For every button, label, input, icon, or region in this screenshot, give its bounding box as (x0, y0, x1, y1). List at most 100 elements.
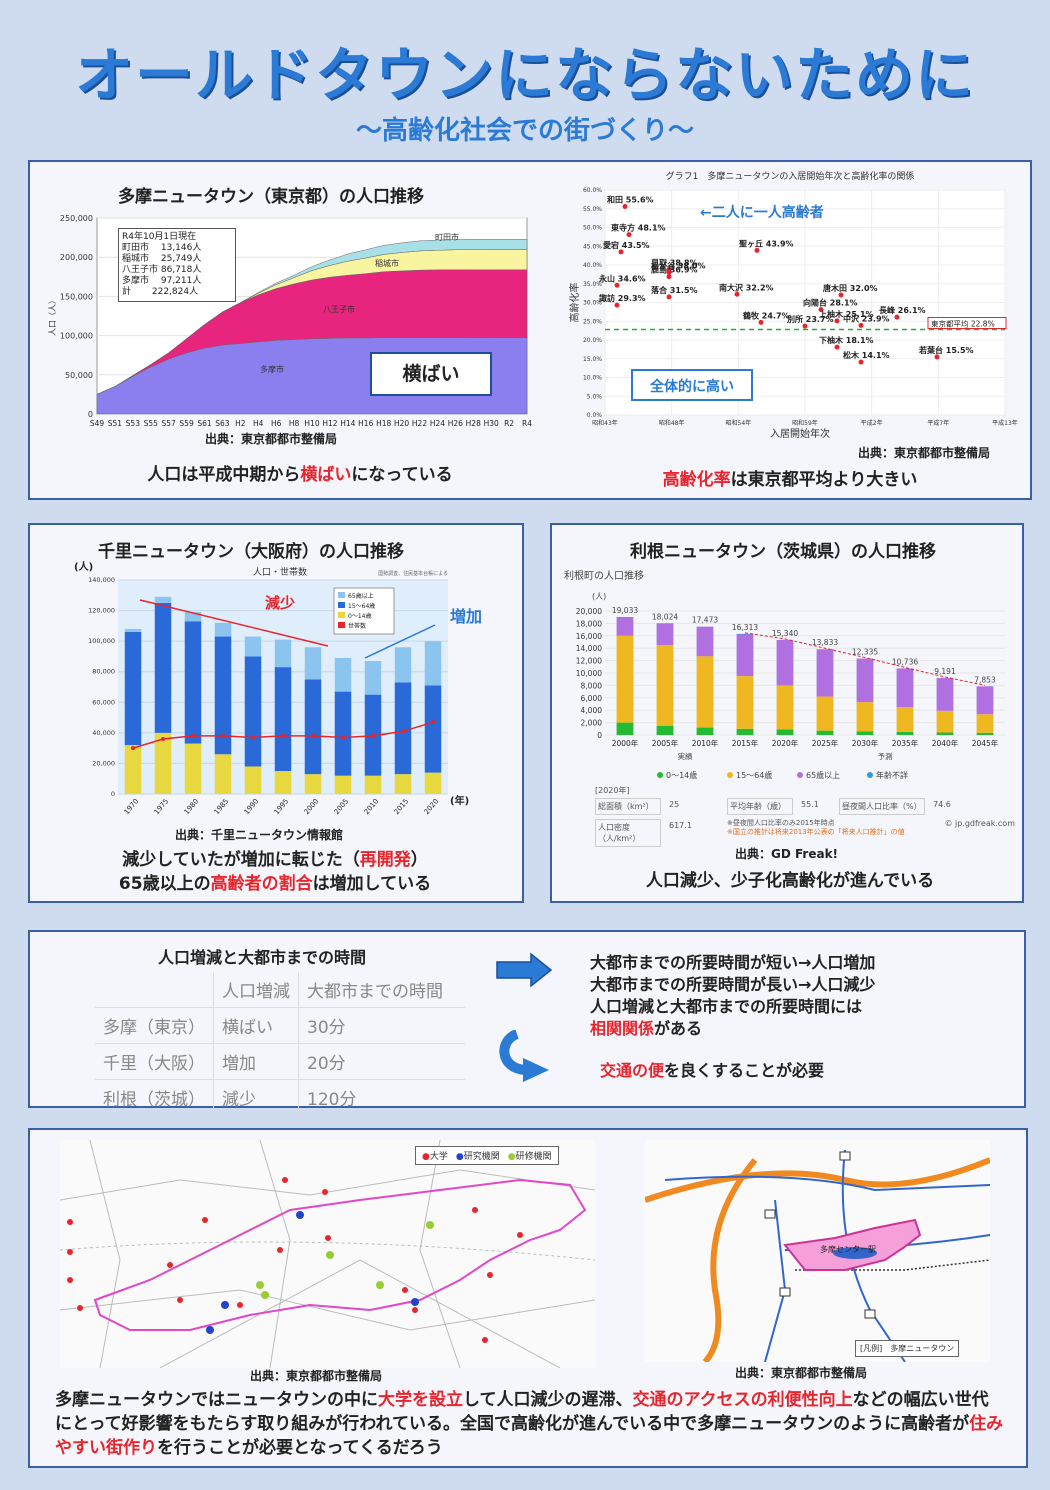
data-point (894, 314, 900, 320)
bar-segment (394, 774, 412, 794)
data-label: 唐木田 32.0% (823, 283, 878, 293)
conclusion-highlight: 住みやすい街作り (55, 1414, 1004, 1458)
legend-label: 65歳以上 (806, 770, 840, 780)
legend-label: 0～14歳 (348, 612, 371, 620)
transport-legend-label: [凡例] 多摩ニュータウン (860, 1344, 955, 1353)
senri-caption: 減少していたが増加に転じた（再開発） 65歳以上の高齢者の割合は増加している (40, 848, 510, 896)
data-point (802, 323, 808, 329)
data-label: 若葉台 15.5% (918, 345, 974, 355)
tone-info-label: 昼夜間人口比率（%） (839, 798, 925, 815)
bar-segment (304, 647, 322, 680)
senri-caption2-post: は増加している (312, 874, 432, 894)
x-tick-label: 2015 (393, 797, 411, 816)
x-tick-label: 2025年 (812, 738, 839, 748)
decrease-arrow (139, 599, 329, 647)
data-label: 永山 34.6% (598, 273, 646, 283)
tama-source: 出典：東京都都市整備局 (205, 432, 338, 446)
bar-segment (424, 641, 442, 686)
transport-map-center-label: 多摩センター駅 (820, 1245, 876, 1254)
table-cell: 30分 (298, 1007, 465, 1044)
x-tick-label: 2020 (423, 797, 441, 816)
tone-chart: 利根町の人口推移 (人) 0 2,000 4,000 6,000 8,000 10,000 12… (560, 565, 1020, 785)
tone-info-note1: ※昼夜間人口比率のみ2015年時点 (727, 819, 835, 827)
x-tick-label: H30 (484, 419, 499, 428)
senri-caption2-pre: 65歳以上の (118, 874, 211, 894)
tama-callout: 横ばい (370, 352, 492, 396)
legend-item: ●大学 (422, 1149, 448, 1162)
tick-label: 150,000 (60, 292, 93, 301)
tone-info-value: 25 (669, 800, 680, 809)
senri-caption1-post: ） (410, 850, 428, 870)
data-point (834, 318, 840, 324)
x-axis-label: 入居開始年次 (770, 427, 830, 440)
senri-source: 出典：千里ニュータウン情報館 (175, 828, 344, 842)
legend-label: 15～64歳 (348, 602, 375, 610)
tone-info-box: [2020年] 総面積（km²） 25 平均年齢（歳） 55.1 昼夜間人口比率（%… (595, 785, 1015, 847)
time-analysis: 大都市までの所要時間が短い→人口増加 大都市までの所要時間が長い→人口減少 人口… (590, 952, 875, 1040)
data-point (734, 291, 740, 297)
data-label: 落合 31.5% (651, 285, 698, 295)
table-cell: 横ばい (213, 1007, 299, 1044)
x-tick-label: 2015年 (732, 738, 759, 748)
bar-segment (816, 649, 834, 697)
x-tick-label: 1975 (153, 797, 171, 816)
senri-caption-line1: 減少していたが増加に転じた（再開発） (40, 848, 510, 872)
x-tick-label: 2000 (303, 797, 321, 816)
x-tick-label: H18 (376, 419, 391, 428)
maps-source-right: 出典：東京都都市整備局 (735, 1366, 868, 1380)
bar-segment (856, 658, 874, 703)
right-arrow-icon (496, 952, 553, 988)
analysis-line4: 相関関係がある (590, 1018, 875, 1040)
aging-caption-post: は東京都平均より大きい (730, 470, 918, 490)
data-label: 17,473 (692, 616, 718, 625)
tone-info-value: 55.1 (801, 800, 819, 809)
bar-segment (656, 645, 674, 726)
bar-segment (736, 633, 754, 635)
unit-label: (人) (74, 560, 93, 573)
tama-caption-post: になっている (351, 465, 453, 485)
tick-label: 60.0% (583, 187, 602, 194)
bar-segment (776, 729, 794, 735)
tone-info-value: 617.1 (669, 821, 692, 830)
x-tick-label: 1990 (243, 797, 261, 816)
tone-bar-chart: 利根町の人口推移 (人) 0 2,000 4,000 6,000 8,000 10,000 12… (564, 569, 1005, 780)
analysis-line2: 大都市までの所要時間が長い→人口減少 (590, 975, 876, 994)
data-label: 向陽台 28.1% (803, 298, 858, 308)
tick-label: 100,000 (88, 637, 115, 645)
tick-label: 0 (597, 731, 602, 740)
data-label: 7,853 (974, 675, 996, 684)
tick-label: 6,000 (581, 694, 603, 703)
tama-caption: 人口は平成中期から横ばいになっている (40, 460, 560, 485)
legend-label: 世帯数 (348, 622, 366, 630)
data-label: 愛宕 43.5% (603, 240, 650, 250)
tama-note-line: R4年10月1日現在 (122, 232, 197, 242)
bar-segment (124, 745, 142, 794)
bar-segment (154, 732, 172, 794)
x-tick-label: 2040年 (932, 738, 959, 748)
data-point (838, 292, 844, 298)
x-tick-label: H22 (412, 419, 427, 428)
bar-segment (184, 612, 202, 622)
x-tick-label: 2035年 (892, 738, 919, 748)
bar-segment (696, 727, 714, 735)
table-cell: 減少 (213, 1079, 299, 1115)
bar-segment (184, 621, 202, 744)
data-label: 和田 55.6% (607, 195, 654, 205)
x-tick-label: 2005 (333, 797, 351, 816)
bar-segment (656, 725, 674, 735)
curved-arrow-icon (499, 1030, 549, 1082)
table-cell: 利根（茨城） (95, 1079, 214, 1115)
bar-segment (154, 602, 172, 733)
x-tick-label: H28 (466, 419, 481, 428)
area-町田市 (96, 239, 528, 395)
data-point (622, 204, 628, 209)
tick-label: 4,000 (581, 706, 603, 715)
legend-label: 65歳以上 (348, 592, 374, 600)
legend-swatch (727, 772, 733, 778)
tama-callout-text: 横ばい (402, 363, 460, 385)
tone-caption: 人口減少、少子化高齢化が進んでいる (645, 871, 935, 891)
senri-caption-line2: 65歳以上の高齢者の割合は増加している (40, 872, 510, 896)
chart-title: 利根町の人口推移 (564, 569, 644, 582)
bar-segment (424, 772, 442, 794)
x-tick-label: H6 (271, 419, 282, 428)
